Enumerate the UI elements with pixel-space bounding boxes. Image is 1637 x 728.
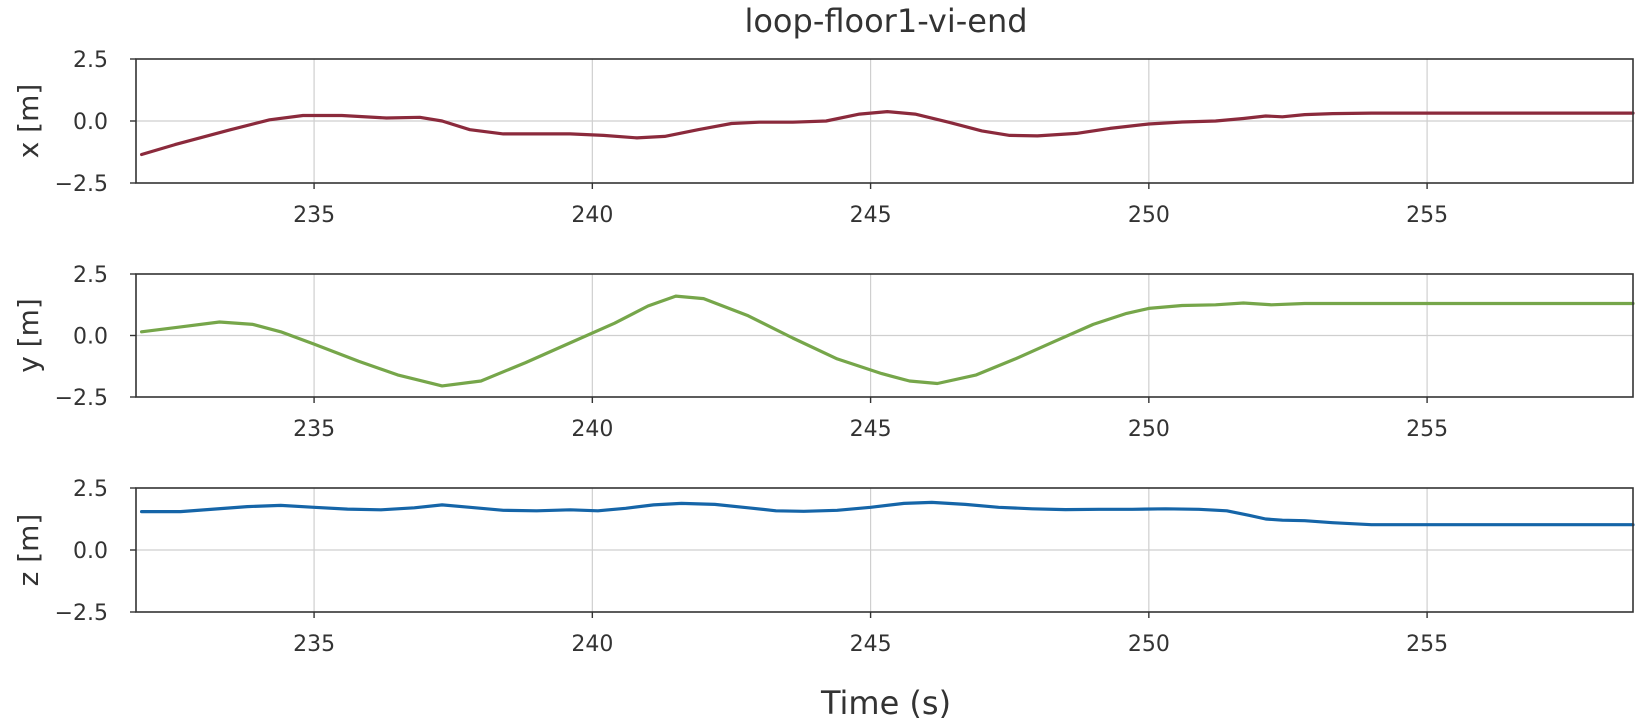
series-line-2 xyxy=(140,294,1635,388)
chart-title: loop-floor1-vi-end xyxy=(744,2,1027,40)
x-tick-label: 250 xyxy=(1128,203,1170,228)
panel-2: 235 240 245 250 255 2.5 0.0 −2.5 y [m] xyxy=(12,263,1635,442)
y-tick-label: 0.0 xyxy=(73,539,108,564)
y-axis-label: x [m] xyxy=(12,84,45,159)
x-tick-label: 235 xyxy=(293,203,335,228)
y-tick-label: 0.0 xyxy=(73,325,108,350)
x-tick-label: 255 xyxy=(1406,203,1448,228)
x-tick-label: 235 xyxy=(293,632,335,657)
panel-1: 235 240 245 250 255 2.5 0.0 −2.5 x [m] xyxy=(12,48,1635,228)
y-tick-label: 0.0 xyxy=(73,110,108,135)
x-tick-label: 255 xyxy=(1406,632,1448,657)
x-tick-label: 240 xyxy=(571,203,613,228)
x-tick-label: 235 xyxy=(293,417,335,442)
y-tick-label: −2.5 xyxy=(55,386,108,411)
x-tick-label: 245 xyxy=(850,417,892,442)
axes-frame xyxy=(135,487,1634,613)
series-line-1 xyxy=(140,110,1635,157)
y-axis-label: y [m] xyxy=(12,298,45,373)
axes-frame xyxy=(135,273,1634,398)
x-tick-label: 245 xyxy=(850,632,892,657)
series-line-3 xyxy=(140,500,1635,527)
axes-frame xyxy=(135,58,1634,184)
x-tick-label: 245 xyxy=(850,203,892,228)
x-tick-label: 240 xyxy=(571,632,613,657)
y-tick-label: 2.5 xyxy=(73,477,108,502)
y-tick-label: 2.5 xyxy=(73,263,108,288)
y-axis-label: z [m] xyxy=(12,514,45,587)
panel-3: 235 240 245 250 255 2.5 0.0 −2.5 z [m] xyxy=(12,477,1635,657)
x-tick-label: 240 xyxy=(571,417,613,442)
x-axis-label: Time (s) xyxy=(820,684,951,722)
y-tick-label: −2.5 xyxy=(55,601,108,626)
x-tick-label: 250 xyxy=(1128,632,1170,657)
y-tick-label: 2.5 xyxy=(73,48,108,73)
x-tick-label: 255 xyxy=(1406,417,1448,442)
x-tick-label: 250 xyxy=(1128,417,1170,442)
y-tick-label: −2.5 xyxy=(55,172,108,197)
